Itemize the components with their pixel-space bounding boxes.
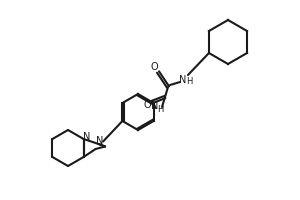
Text: O: O [143,100,151,110]
Text: H: H [186,77,192,86]
Text: N: N [151,101,159,111]
Text: O: O [150,62,158,72]
Text: N: N [96,136,103,146]
Text: H: H [157,104,163,114]
Text: N: N [179,75,187,85]
Text: N: N [83,132,90,142]
